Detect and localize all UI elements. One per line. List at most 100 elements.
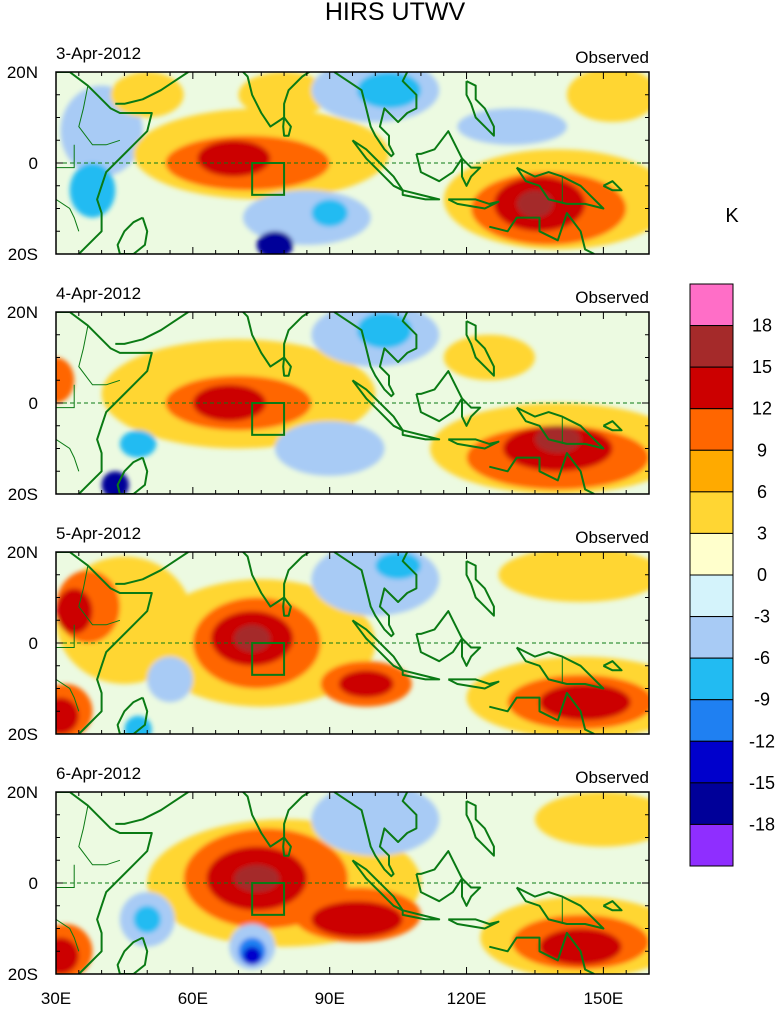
coastline	[282, 596, 292, 617]
colorbar-swatch	[689, 782, 734, 825]
anomaly-blob	[233, 864, 280, 893]
x-label: 90E	[315, 989, 345, 1008]
x-label: 30E	[41, 989, 71, 1008]
anomaly-blob	[256, 231, 294, 254]
colorbar-swatch	[689, 823, 734, 867]
coastline	[461, 397, 482, 427]
coastline	[465, 80, 495, 137]
ticks	[55, 71, 650, 255]
coastline	[515, 646, 605, 690]
coastline	[489, 452, 595, 494]
y-label: 20S	[8, 485, 38, 504]
panel-tag: Observed	[575, 48, 649, 67]
anomaly-blob	[56, 697, 79, 734]
coastline	[333, 312, 418, 398]
anomaly-blob	[457, 108, 567, 145]
y-label: 0	[29, 874, 38, 893]
y-label: 0	[29, 634, 38, 653]
coastline	[282, 356, 292, 377]
coastline	[115, 552, 189, 585]
colorbar-label: 18	[752, 316, 772, 336]
colorbar: 18 15 12 9 6 3 0 -3 -6 -9 -12 -15 -18	[689, 283, 775, 867]
country-border	[56, 678, 80, 712]
coastline	[115, 792, 189, 825]
country-border	[78, 565, 121, 626]
coastline	[233, 792, 311, 848]
country-border	[56, 438, 80, 472]
colorbar-swatch	[689, 740, 734, 784]
coastline	[447, 918, 500, 930]
colorbar-label: -15	[749, 773, 775, 793]
country-border	[56, 624, 75, 648]
coastline	[465, 320, 495, 377]
anomaly-contours	[56, 792, 649, 974]
y-label: 0	[29, 154, 38, 173]
coastline	[282, 836, 292, 857]
region-box	[251, 162, 286, 196]
anomaly-blob	[539, 928, 622, 965]
coastlines	[56, 72, 623, 254]
panel-date: 6-Apr-2012	[56, 764, 141, 783]
coastline	[233, 72, 311, 128]
coastline	[233, 312, 311, 368]
coastline	[602, 420, 623, 432]
colorbar-swatch	[689, 699, 734, 742]
coastline	[489, 212, 595, 254]
coastline	[116, 456, 149, 494]
coastline	[461, 877, 482, 907]
coastline	[415, 850, 463, 903]
region-box	[251, 882, 286, 916]
coastline	[602, 660, 623, 672]
coastline	[116, 216, 149, 254]
coastline	[447, 678, 500, 690]
coastline	[401, 189, 441, 201]
anomaly-blob	[311, 901, 403, 938]
map-area	[56, 72, 649, 254]
x-label: 60E	[178, 989, 208, 1008]
country-border	[78, 325, 121, 386]
anomaly-blob	[147, 656, 193, 703]
colorbar-swatch	[689, 325, 734, 368]
country-border	[56, 384, 75, 409]
anomaly-blob	[566, 72, 649, 123]
anomaly-blob	[311, 792, 440, 856]
colorbar-swatch	[689, 449, 734, 493]
y-label: 0	[29, 394, 38, 413]
colorbar-label: 0	[757, 565, 767, 585]
coastlines	[56, 552, 623, 734]
coastline	[116, 936, 149, 974]
y-label: 20N	[7, 303, 38, 322]
coastline	[56, 312, 153, 494]
anomaly-blob	[498, 552, 649, 603]
country-border	[78, 85, 121, 146]
anomaly-blob	[110, 72, 184, 118]
y-label: 20N	[7, 63, 38, 82]
x-axis: 30E 60E 90E 120E 150E	[41, 989, 623, 1008]
colorbar-label: -6	[754, 648, 770, 668]
map-area	[56, 552, 649, 734]
region-box	[251, 402, 286, 436]
colorbar-label: 6	[757, 482, 767, 502]
anomaly-blob	[534, 425, 581, 454]
x-label: 150E	[584, 989, 624, 1008]
panel-1: 20N 0 20S 3-Apr-2012 Observed	[7, 44, 650, 264]
colorbar-label: 9	[757, 440, 767, 460]
anomaly-blob	[119, 430, 157, 458]
colorbar-swatch	[689, 532, 734, 576]
coastline	[56, 552, 153, 734]
anomaly-blob	[238, 72, 330, 118]
country-border	[56, 198, 80, 232]
country-border	[56, 144, 75, 169]
coastline	[282, 116, 292, 137]
anomaly-blob	[311, 199, 348, 227]
colorbar-swatch	[689, 574, 734, 618]
coastline	[116, 696, 149, 734]
panel-tag: Observed	[575, 288, 649, 307]
coastline	[465, 560, 495, 617]
coastline	[461, 637, 482, 667]
figure-title: HIRS UTWV	[325, 0, 466, 26]
panel-date: 3-Apr-2012	[56, 44, 141, 63]
coastline	[515, 406, 605, 450]
colorbar-label: -12	[749, 731, 775, 751]
